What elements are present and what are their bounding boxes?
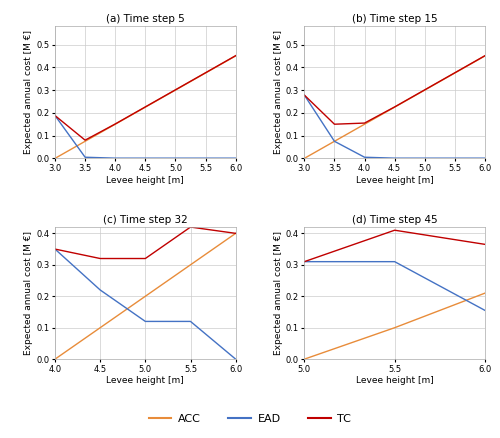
Y-axis label: Expected annual cost [M €]: Expected annual cost [M €]: [274, 231, 282, 355]
Title: (c) Time step 32: (c) Time step 32: [103, 215, 188, 225]
Title: (d) Time step 45: (d) Time step 45: [352, 215, 438, 225]
Legend: ACC, EAD, TC: ACC, EAD, TC: [144, 409, 356, 428]
X-axis label: Levee height [m]: Levee height [m]: [356, 377, 434, 385]
X-axis label: Levee height [m]: Levee height [m]: [106, 176, 184, 185]
Title: (b) Time step 15: (b) Time step 15: [352, 14, 438, 24]
Title: (a) Time step 5: (a) Time step 5: [106, 14, 184, 24]
Y-axis label: Expected annual cost [M €]: Expected annual cost [M €]: [24, 231, 34, 355]
X-axis label: Levee height [m]: Levee height [m]: [106, 377, 184, 385]
Y-axis label: Expected annual cost [M €]: Expected annual cost [M €]: [24, 30, 34, 154]
Y-axis label: Expected annual cost [M €]: Expected annual cost [M €]: [274, 30, 282, 154]
X-axis label: Levee height [m]: Levee height [m]: [356, 176, 434, 185]
